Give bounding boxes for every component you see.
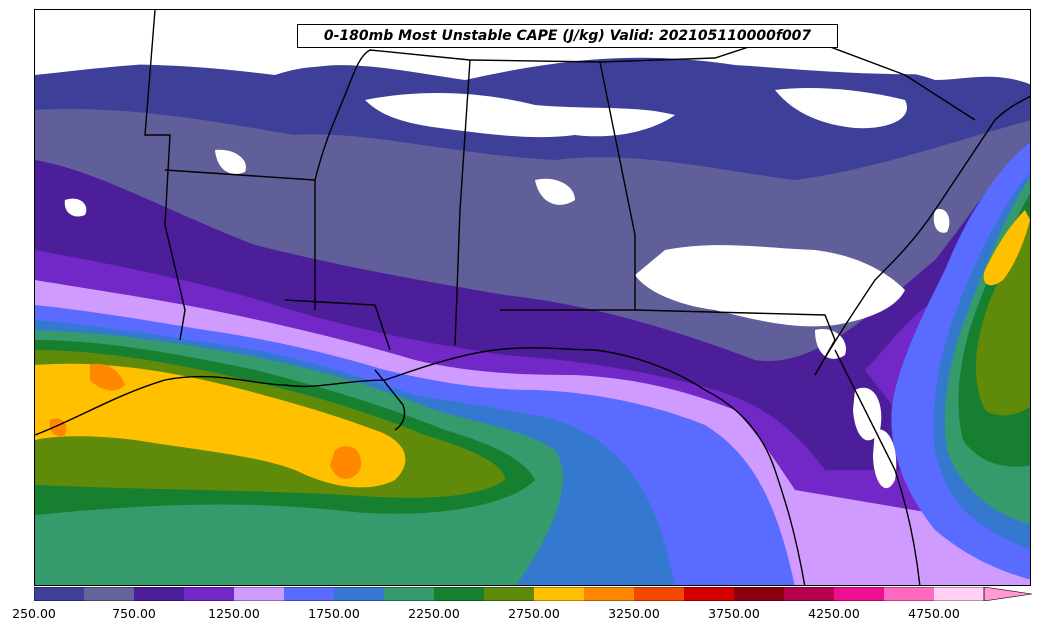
colorbar-tick-label: 250.00 (12, 606, 56, 621)
colorbar-segment (234, 587, 285, 601)
colorbar-tick-label: 2250.00 (408, 606, 460, 621)
white-patch-2 (775, 88, 907, 129)
colorbar-segment (534, 587, 585, 601)
white-patch-8 (873, 429, 897, 489)
colorbar-tick-label: 4750.00 (908, 606, 960, 621)
cape-region-2750-east (983, 210, 1030, 286)
colorbar-segment (284, 587, 335, 601)
coastline-atlantic (814, 95, 1030, 376)
white-patch-10 (64, 198, 87, 217)
colorbar-segment (884, 587, 935, 601)
map-frame: 0-180mb Most Unstable CAPE (J/kg) Valid:… (34, 9, 1031, 586)
colorbar-extend-arrow (983, 587, 1033, 601)
cape-field (35, 57, 1030, 585)
colorbar-segment (684, 587, 735, 601)
white-patch-9 (933, 209, 950, 233)
white-patch-1 (365, 93, 675, 138)
state-line-3 (314, 49, 471, 181)
colorbar-tick-label: 4250.00 (808, 606, 860, 621)
white-patch-3 (535, 178, 575, 205)
state-line-6 (469, 59, 636, 310)
colorbar-tick-label: 3250.00 (608, 606, 660, 621)
colorbar-segment (84, 587, 135, 601)
boundaries (35, 10, 1030, 585)
colorbar-segment (334, 587, 385, 601)
mississippi-delta (374, 369, 406, 431)
colorbar-segment (434, 587, 485, 601)
coastline-florida-east (834, 349, 921, 585)
state-line-1 (144, 10, 186, 341)
cape-region-2750 (35, 363, 406, 488)
colorbar-tick-label: 1750.00 (308, 606, 360, 621)
colorbar-segment (934, 587, 985, 601)
colorbar-segment (484, 587, 535, 601)
colorbar-segment (784, 587, 835, 601)
colorbar-tick-label: 3750.00 (708, 606, 760, 621)
colorbar-segment (634, 587, 685, 601)
colorbar-segment (834, 587, 885, 601)
colorbar-tick-label: 750.00 (112, 606, 156, 621)
white-patch-4 (215, 149, 246, 174)
state-line-5 (454, 59, 471, 346)
colorbar-segment (584, 587, 635, 601)
colorbar-tick-label: 2750.00 (508, 606, 560, 621)
colorbar (34, 587, 1033, 601)
colorbar-segment (34, 587, 85, 601)
colorbar-segment (134, 587, 185, 601)
white-patch-5 (635, 245, 905, 327)
colorbar-tick-label: 1250.00 (208, 606, 260, 621)
map-title: 0-180mb Most Unstable CAPE (J/kg) Valid:… (297, 24, 838, 48)
cape-map (35, 10, 1030, 585)
colorbar-segment (734, 587, 785, 601)
coastline-gulf (35, 347, 806, 585)
colorbar-segment (184, 587, 235, 601)
state-line-4 (284, 299, 391, 351)
colorbar-segment (384, 587, 435, 601)
cape-region-2500-east (976, 214, 1030, 416)
